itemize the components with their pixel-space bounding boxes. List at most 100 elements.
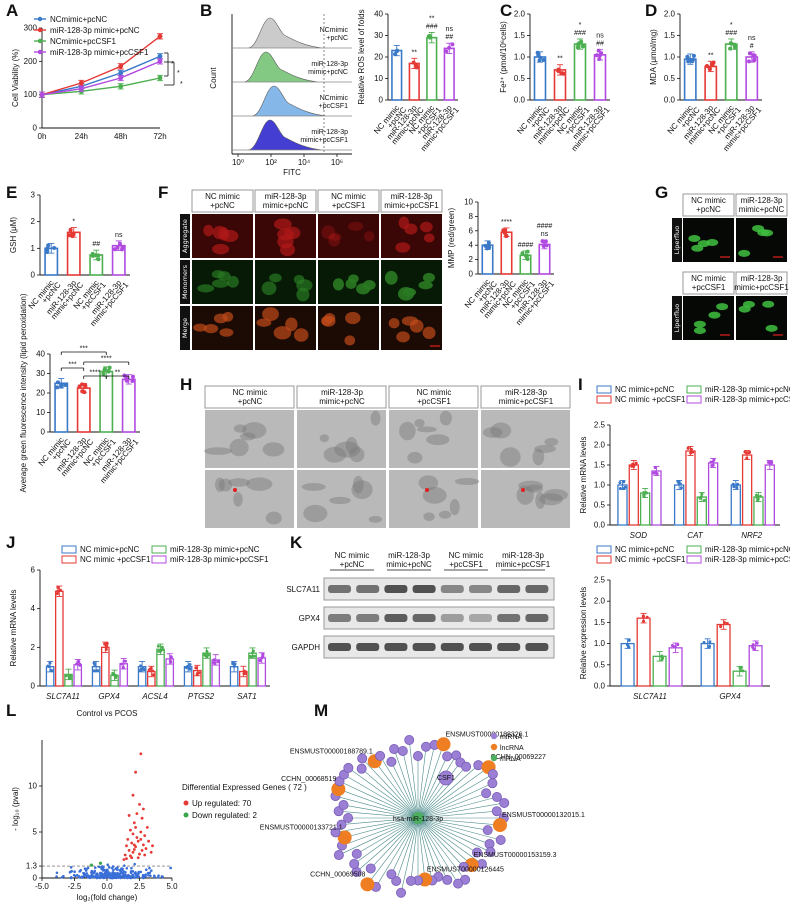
network-edge [391,761,419,819]
mitochondria-marker [425,488,429,492]
data-point [114,674,118,678]
data-point [769,461,773,465]
mitochondria-marker [521,488,525,492]
network-edge [410,817,419,881]
significance-mark: ** [557,56,563,63]
blot-strip [323,635,555,659]
column-header [380,189,443,213]
mirna-node [391,875,402,886]
data-point [622,486,626,490]
data-point [107,365,112,370]
significance-mark: ### [574,30,586,37]
data-point [104,647,108,651]
data-point [504,233,509,238]
bar [99,370,114,433]
image-header-label: miR-128-3p [741,196,783,205]
histogram-label: miR-128-3p [311,61,348,68]
data-point [105,642,109,646]
y-tick-label: 6 [31,566,36,575]
network-edge [395,817,419,882]
y-tick-label: 40 [36,350,45,359]
data-point [45,249,50,254]
organelle [370,410,381,426]
ns-point [144,875,147,878]
y-axis-title: MMP (red/green) [447,208,456,269]
y-tick-label: 1.0 [594,639,606,648]
organelle [544,437,559,447]
y-axis-title: Cell Viability (%) [11,49,20,107]
network-edge [391,817,419,875]
ns-point [148,871,152,875]
y-axis-title: Relative mRNA levels [9,590,18,667]
lncrna-node [492,818,507,833]
y-tick-label: 8 [469,212,474,221]
mirna-node [485,846,496,857]
column-header-label: NC mimic [417,388,452,397]
y-axis-title: MDA (μmol/mg) [649,29,658,85]
x-category-label: SLC7A11 [633,692,667,701]
down-point [98,861,103,865]
data-point [732,42,737,47]
blot-column-label: NC mimic [449,551,484,560]
data-point [627,638,631,642]
bar [76,387,91,433]
cell-signal [332,278,344,291]
up-point [138,803,141,806]
data-point [745,456,749,460]
organelle [490,422,512,439]
data-point [700,492,704,496]
mirna-node [349,858,360,869]
y-tick-label: 0.5 [594,660,606,669]
mirna-node [338,800,349,811]
x-tick-label: 10⁴ [298,158,311,167]
y-tick-label: 2.5 [594,421,606,430]
blot-band [440,614,464,622]
lncrna-label: ENSMUST00000126445 [427,866,504,873]
x-category-label: SOD [630,531,648,540]
data-point [414,63,419,68]
organelle [218,478,233,492]
bar [700,642,715,687]
cell-signal [693,327,706,335]
legend-label: miR-128-3p mimic+pcNC [705,545,790,554]
x-category-label: CAT [687,531,704,540]
ns-point [144,868,148,871]
blot-band [356,643,380,651]
mirna-node [356,763,367,774]
legend-marker [37,27,43,33]
data-point [755,493,759,497]
network-edge [338,788,419,819]
image-header-label: +pcNC [696,205,721,214]
bar [620,642,635,687]
blot-band [412,585,436,593]
row-label-strip [180,214,190,258]
data-point [751,643,755,647]
data-point [49,668,53,672]
data-point [186,664,190,668]
data-point [712,458,716,462]
data-point [195,673,199,677]
y-tick-label: 3 [31,191,36,200]
significance-mark: ** [412,49,418,56]
x-category-label: SLC7A11 [46,692,80,701]
ns-point [111,865,115,868]
up-point [123,853,127,857]
up-point [122,858,126,861]
significance-mark: ns [446,26,454,33]
up-point [132,821,136,825]
y-tick-label: 100 [24,90,38,99]
network-edge [417,817,501,826]
ns-point [128,875,131,879]
cell-signal [765,324,778,332]
histogram-label: +pcCSF1 [319,103,348,110]
bar [673,484,685,526]
blot-band [328,585,351,593]
data-point [618,481,622,485]
data-point [485,246,490,251]
protein-label: GPX4 [299,614,321,623]
network-edge [417,817,439,877]
data-point [63,382,68,387]
x-tick-label: 2.5 [134,882,146,891]
series-line [41,60,161,96]
y-tick-label: 10 [28,782,37,791]
